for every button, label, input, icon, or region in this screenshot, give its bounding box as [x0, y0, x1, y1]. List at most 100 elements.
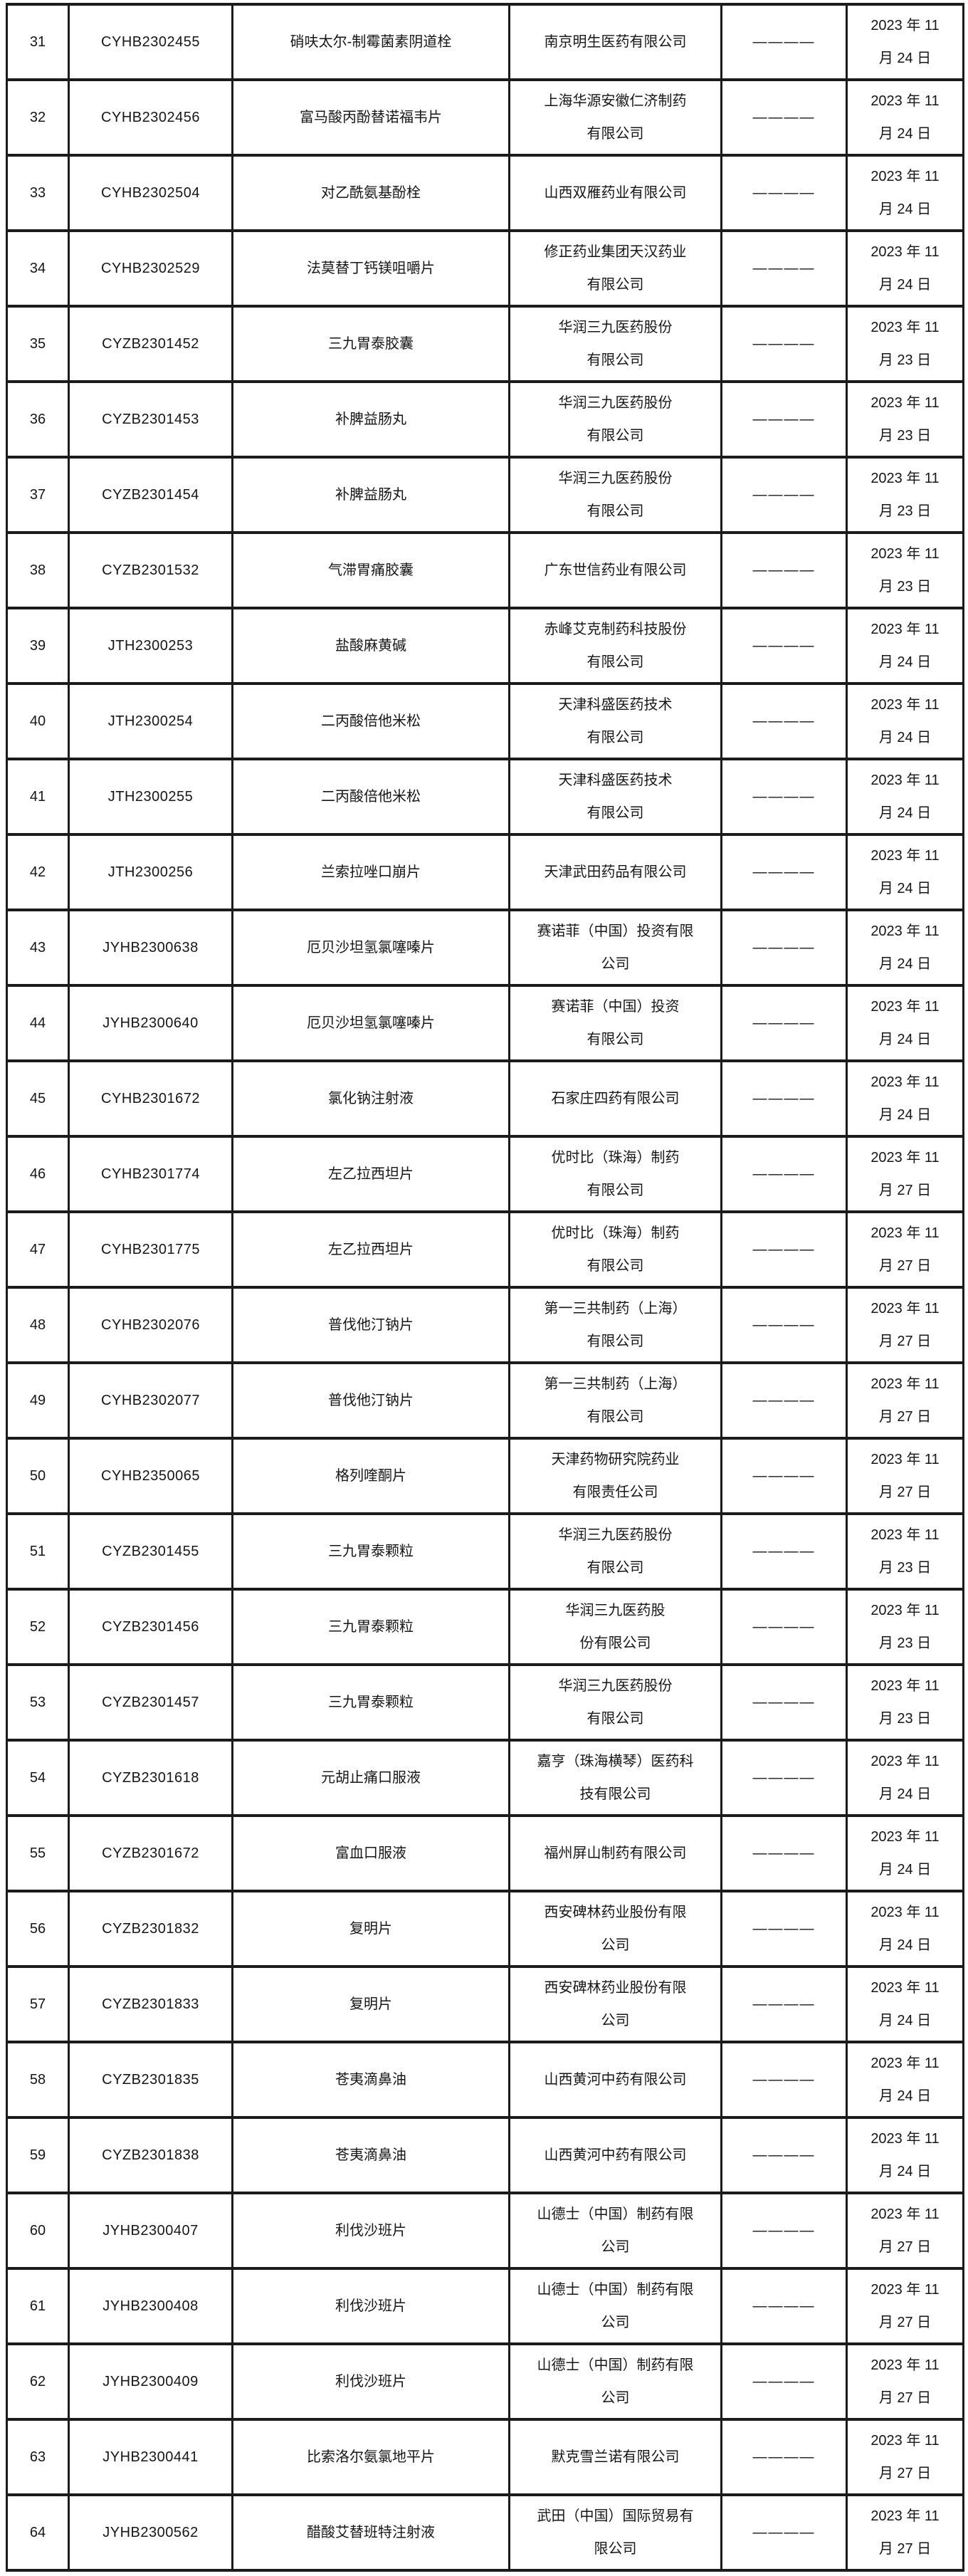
status-dash-cell: ————	[720, 758, 848, 836]
table-row: 53 CYZB2301457 三九胃泰颗粒 华润三九医药股份 有限公司 ————…	[6, 1663, 964, 1742]
row-number-cell: 57	[6, 1965, 70, 2043]
acceptance-number-cell: CYHB2302504	[68, 154, 233, 232]
row-number-cell: 62	[6, 2342, 70, 2421]
company-name-cell: 嘉亨（珠海横琴）医药科 技有限公司	[508, 1739, 722, 1817]
status-dash-cell: ————	[720, 1890, 848, 1968]
table-row: 64 JYHB2300562 醋酸艾替班特注射液 武田（中国）国际贸易有 限公司…	[6, 2493, 964, 2572]
acceptance-number-cell: CYHB2302076	[68, 1286, 233, 1364]
status-dash-cell: ————	[720, 1286, 848, 1364]
drug-name-cell: 格列喹酮片	[231, 1437, 510, 1515]
company-name-cell: 华润三九医药股份 有限公司	[508, 1512, 722, 1591]
acceptance-number-cell: CYZB2301838	[68, 2116, 233, 2194]
drug-name-cell: 气滞胃痛胶囊	[231, 531, 510, 609]
date-cell: 2023 年 11 月 27 日	[846, 2342, 964, 2421]
status-dash-cell: ————	[720, 1663, 848, 1742]
status-dash-cell: ————	[720, 1588, 848, 1666]
table-row: 58 CYZB2301835 苍夷滴鼻油 山西黄河中药有限公司 ———— 202…	[6, 2041, 964, 2119]
drug-name-cell: 左乙拉西坦片	[231, 1135, 510, 1213]
status-dash-cell: ————	[720, 833, 848, 911]
status-dash-cell: ————	[720, 2116, 848, 2194]
company-name-cell: 第一三共制药（上海） 有限公司	[508, 1361, 722, 1440]
date-cell: 2023 年 11 月 27 日	[846, 2418, 964, 2496]
status-dash-cell: ————	[720, 2342, 848, 2421]
table-row: 52 CYZB2301456 三九胃泰颗粒 华润三九医药股 份有限公司 ————…	[6, 1588, 964, 1666]
date-cell: 2023 年 11 月 24 日	[846, 3, 964, 81]
acceptance-number-cell: CYHB2302456	[68, 78, 233, 157]
company-name-cell: 默克雪兰诺有限公司	[508, 2418, 722, 2496]
row-number-cell: 56	[6, 1890, 70, 1968]
table-row: 57 CYZB2301833 复明片 西安碑林药业股份有限 公司 ———— 20…	[6, 1965, 964, 2043]
status-dash-cell: ————	[720, 2267, 848, 2345]
status-dash-cell: ————	[720, 1210, 848, 1289]
status-dash-cell: ————	[720, 1361, 848, 1440]
company-name-cell: 优时比（珠海）制药 有限公司	[508, 1210, 722, 1289]
table-row: 39 JTH2300253 盐酸麻黄碱 赤峰艾克制药科技股份 有限公司 ————…	[6, 607, 964, 685]
table-row: 60 JYHB2300407 利伐沙班片 山德士（中国）制药有限 公司 ————…	[6, 2192, 964, 2270]
drug-name-cell: 复明片	[231, 1965, 510, 2043]
drug-name-cell: 利伐沙班片	[231, 2342, 510, 2421]
row-number-cell: 51	[6, 1512, 70, 1591]
acceptance-number-cell: CYZB2301455	[68, 1512, 233, 1591]
row-number-cell: 37	[6, 456, 70, 534]
status-dash-cell: ————	[720, 984, 848, 1062]
date-cell: 2023 年 11 月 24 日	[846, 1814, 964, 1892]
date-cell: 2023 年 11 月 24 日	[846, 1059, 964, 1138]
drug-name-cell: 苍夷滴鼻油	[231, 2041, 510, 2119]
status-dash-cell: ————	[720, 2418, 848, 2496]
row-number-cell: 42	[6, 833, 70, 911]
row-number-cell: 43	[6, 909, 70, 987]
table-row: 37 CYZB2301454 补脾益肠丸 华润三九医药股份 有限公司 ———— …	[6, 456, 964, 534]
table-row: 31 CYHB2302455 硝呋太尔-制霉菌素阴道栓 南京明生医药有限公司 —…	[6, 3, 964, 81]
company-name-cell: 天津药物研究院药业 有限责任公司	[508, 1437, 722, 1515]
status-dash-cell: ————	[720, 305, 848, 383]
acceptance-number-cell: CYZB2301835	[68, 2041, 233, 2119]
table-row: 41 JTH2300255 二丙酸倍他米松 天津科盛医药技术 有限公司 ————…	[6, 758, 964, 836]
table-row: 59 CYZB2301838 苍夷滴鼻油 山西黄河中药有限公司 ———— 202…	[6, 2116, 964, 2194]
row-number-cell: 33	[6, 154, 70, 232]
status-dash-cell: ————	[720, 531, 848, 609]
date-cell: 2023 年 11 月 23 日	[846, 1588, 964, 1666]
row-number-cell: 48	[6, 1286, 70, 1364]
company-name-cell: 第一三共制药（上海） 有限公司	[508, 1286, 722, 1364]
drug-name-cell: 对乙酰氨基酚栓	[231, 154, 510, 232]
drug-name-cell: 氯化钠注射液	[231, 1059, 510, 1138]
acceptance-number-cell: JTH2300256	[68, 833, 233, 911]
status-dash-cell: ————	[720, 380, 848, 459]
drug-name-cell: 利伐沙班片	[231, 2192, 510, 2270]
company-name-cell: 福州屏山制药有限公司	[508, 1814, 722, 1892]
status-dash-cell: ————	[720, 1739, 848, 1817]
acceptance-number-cell: JYHB2300407	[68, 2192, 233, 2270]
date-cell: 2023 年 11 月 24 日	[846, 833, 964, 911]
drug-name-cell: 二丙酸倍他米松	[231, 758, 510, 836]
table-row: 44 JYHB2300640 厄贝沙坦氢氯噻嗪片 赛诺菲（中国）投资 有限公司 …	[6, 984, 964, 1062]
row-number-cell: 53	[6, 1663, 70, 1742]
company-name-cell: 西安碑林药业股份有限 公司	[508, 1890, 722, 1968]
status-dash-cell: ————	[720, 3, 848, 81]
drug-name-cell: 盐酸麻黄碱	[231, 607, 510, 685]
date-cell: 2023 年 11 月 27 日	[846, 2192, 964, 2270]
status-dash-cell: ————	[720, 154, 848, 232]
table-row: 33 CYHB2302504 对乙酰氨基酚栓 山西双雁药业有限公司 ———— 2…	[6, 154, 964, 232]
date-cell: 2023 年 11 月 24 日	[846, 758, 964, 836]
acceptance-number-cell: CYZB2301618	[68, 1739, 233, 1817]
drug-name-cell: 复明片	[231, 1890, 510, 1968]
drug-name-cell: 法莫替丁钙镁咀嚼片	[231, 229, 510, 308]
date-cell: 2023 年 11 月 24 日	[846, 1965, 964, 2043]
acceptance-number-cell: CYZB2301452	[68, 305, 233, 383]
acceptance-number-cell: CYHB2302077	[68, 1361, 233, 1440]
row-number-cell: 49	[6, 1361, 70, 1440]
drug-name-cell: 二丙酸倍他米松	[231, 682, 510, 760]
drug-name-cell: 兰索拉唑口崩片	[231, 833, 510, 911]
acceptance-number-cell: JYHB2300408	[68, 2267, 233, 2345]
status-dash-cell: ————	[720, 1437, 848, 1515]
table-row: 49 CYHB2302077 普伐他汀钠片 第一三共制药（上海） 有限公司 ——…	[6, 1361, 964, 1440]
row-number-cell: 60	[6, 2192, 70, 2270]
drug-name-cell: 补脾益肠丸	[231, 456, 510, 534]
acceptance-number-cell: CYHB2350065	[68, 1437, 233, 1515]
acceptance-number-cell: CYZB2301672	[68, 1814, 233, 1892]
status-dash-cell: ————	[720, 1965, 848, 2043]
date-cell: 2023 年 11 月 24 日	[846, 909, 964, 987]
table-row: 54 CYZB2301618 元胡止痛口服液 嘉亨（珠海横琴）医药科 技有限公司…	[6, 1739, 964, 1817]
table-row: 32 CYHB2302456 富马酸丙酚替诺福韦片 上海华源安徽仁济制药 有限公…	[6, 78, 964, 157]
